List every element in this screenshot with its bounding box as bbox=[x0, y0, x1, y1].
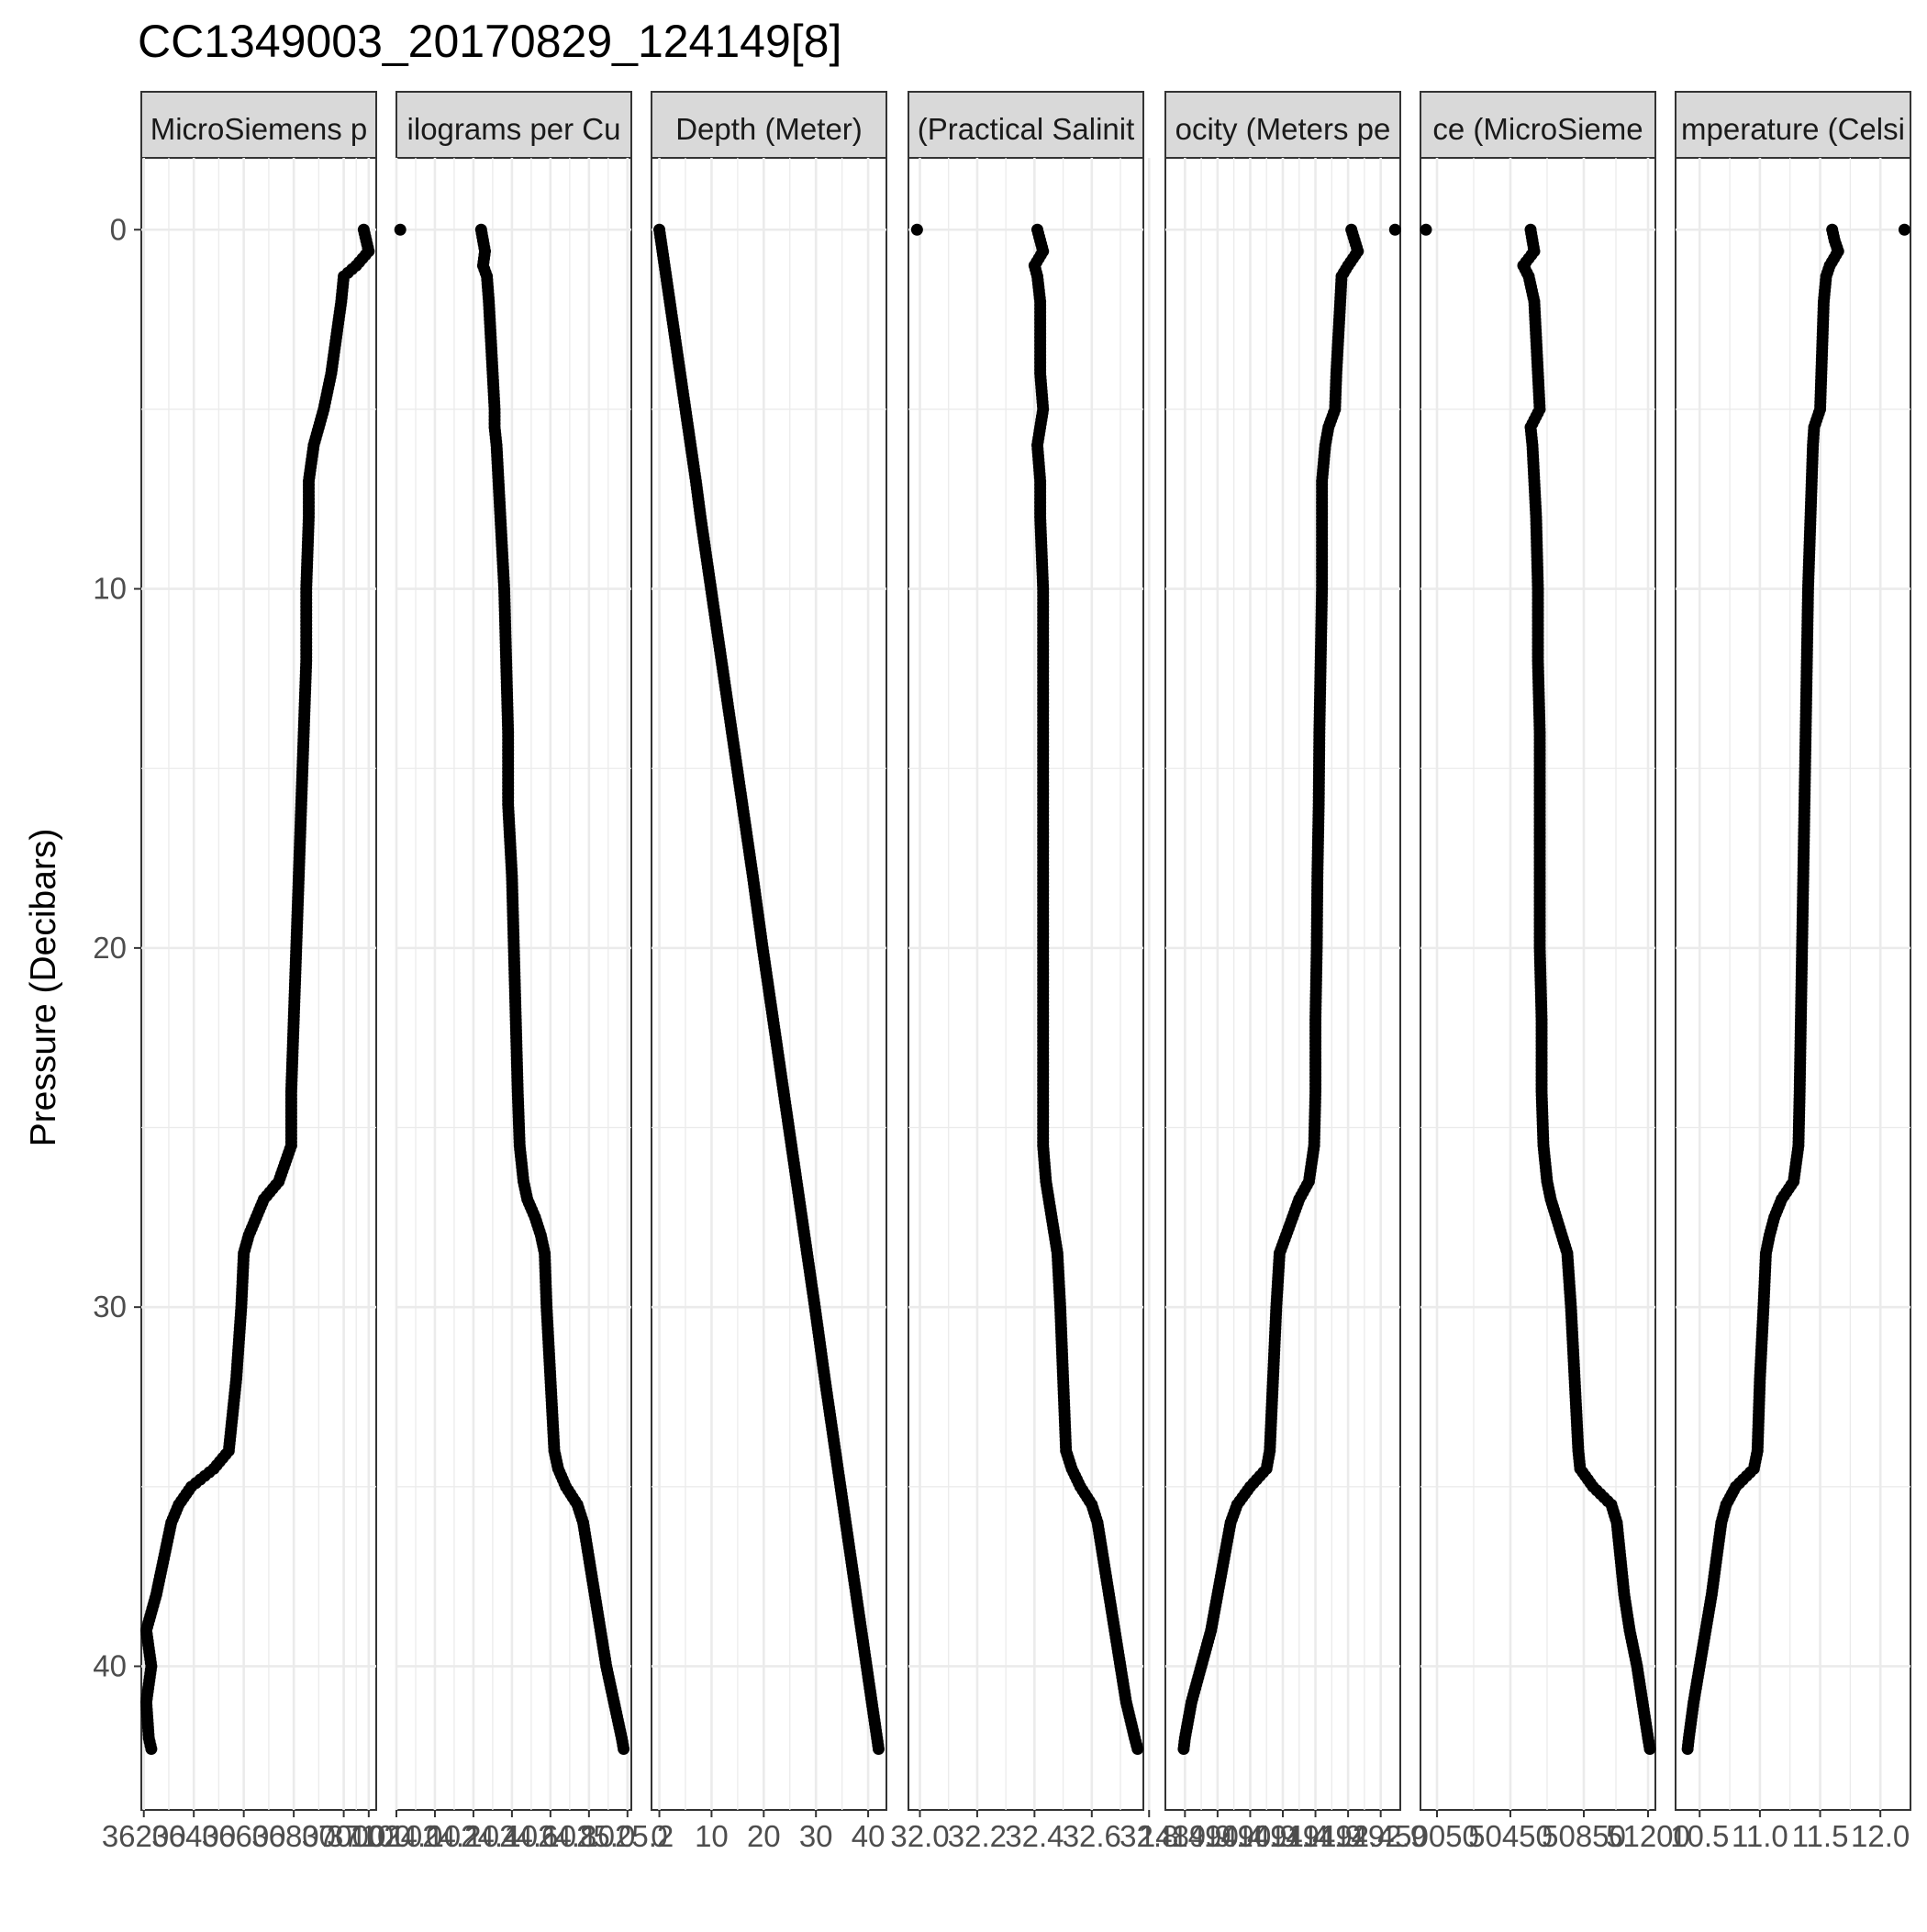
facet-strip bbox=[1675, 91, 1911, 159]
facet-strip bbox=[140, 91, 377, 159]
facet-strip-label: mperature (Celsi bbox=[1681, 112, 1905, 146]
x-tick-label: 36400 bbox=[151, 1819, 236, 1853]
x-tick-label: 30 bbox=[799, 1819, 833, 1853]
facet-strip-label: ocity (Meters pe bbox=[1175, 112, 1391, 146]
x-tick-label: 1491.4 bbox=[1237, 1819, 1330, 1853]
data-series bbox=[139, 223, 375, 1755]
facet-strip bbox=[1164, 91, 1401, 159]
data-point bbox=[145, 1742, 158, 1755]
facet-panels: MicroSiemens p36200364003660036800370003… bbox=[102, 91, 1911, 1853]
data-series bbox=[1028, 223, 1144, 1755]
data-point bbox=[1131, 1742, 1144, 1755]
y-axis-ticks: 0 10 20 30 40 bbox=[93, 212, 141, 1682]
x-tick-label: 50450 bbox=[1468, 1819, 1553, 1853]
x-tick-label: 1492.4 bbox=[1302, 1819, 1395, 1853]
facet-panel: mperature (Celsi 10.5 11.0 11.5 12.0 bbox=[1670, 91, 1911, 1853]
outlier-point bbox=[1420, 223, 1432, 236]
x-tick-label: 12.0 bbox=[1851, 1819, 1910, 1853]
x-tick-label: 32.4 bbox=[1005, 1819, 1064, 1853]
facet-panel: MicroSiemens p 36200364003660036800370003… bbox=[102, 91, 411, 1853]
x-tick-label: 40 bbox=[852, 1819, 886, 1853]
data-point bbox=[1681, 1742, 1694, 1755]
x-tick-label: 32.6 bbox=[1063, 1819, 1121, 1853]
x-tick-label: 51200 bbox=[1606, 1819, 1690, 1853]
y-tick-label: 30 bbox=[93, 1290, 127, 1323]
x-tick-label: 1490.4 bbox=[1171, 1819, 1264, 1853]
facet-strip bbox=[651, 91, 887, 159]
facet-panel: ilograms per Cu1024.01024.21024.41024.61… bbox=[351, 91, 674, 1853]
outlier-point bbox=[910, 223, 923, 236]
x-tick-label: 1024.6 bbox=[465, 1819, 558, 1853]
facet-strip-label: (Practical Salinit bbox=[918, 112, 1135, 146]
facet-strip bbox=[1420, 91, 1656, 159]
facet-panel: Depth (Meter) 0 10 20 30 40 bbox=[651, 91, 887, 1853]
x-tick-label: 20 bbox=[747, 1819, 781, 1853]
x-tick-label: 50850 bbox=[1542, 1819, 1626, 1853]
x-tick-label: 11.0 bbox=[1732, 1819, 1788, 1853]
x-tick-label: 1491.9 bbox=[1269, 1819, 1362, 1853]
x-tick-label: 50050 bbox=[1395, 1819, 1479, 1853]
data-series bbox=[1177, 223, 1364, 1755]
outlier-point bbox=[1388, 223, 1401, 236]
x-tick-label: 37000 bbox=[302, 1819, 386, 1853]
x-tick-label: 0 bbox=[651, 1819, 667, 1853]
x-tick-label: 1025.2 bbox=[581, 1819, 674, 1853]
facet-strip-label: MicroSiemens p bbox=[150, 112, 368, 146]
x-tick-label: 10.5 bbox=[1670, 1819, 1729, 1853]
data-point bbox=[1177, 1742, 1190, 1755]
facet-strip-label: ilograms per Cu bbox=[407, 112, 621, 146]
x-tick-label: 32.8 bbox=[1119, 1819, 1178, 1853]
x-tick-label: 36800 bbox=[251, 1819, 336, 1853]
x-tick-label: 32.0 bbox=[890, 1819, 949, 1853]
data-series bbox=[1681, 223, 1844, 1755]
outlier-point bbox=[394, 223, 407, 236]
x-tick-label: 1492.9 bbox=[1334, 1819, 1427, 1853]
data-series bbox=[474, 223, 630, 1755]
data-series bbox=[1517, 223, 1656, 1755]
facet-strip bbox=[908, 91, 1144, 159]
x-tick-label: 1024.0 bbox=[351, 1819, 443, 1853]
y-axis-label: Pressure (Decibars) bbox=[24, 829, 63, 1147]
data-point bbox=[1643, 1742, 1656, 1755]
y-tick-label: 0 bbox=[110, 212, 127, 246]
data-series bbox=[653, 223, 885, 1755]
x-tick-label: 37100 bbox=[327, 1819, 411, 1853]
x-tick-label: 1024.2 bbox=[388, 1819, 481, 1853]
facet-panel: (Practical Salinit 32.032.232.432.632.8 bbox=[890, 91, 1178, 1853]
x-tick-label: 36600 bbox=[202, 1819, 286, 1853]
outlier-point bbox=[1898, 223, 1910, 236]
chart-title: CC1349003_20170829_124149[8] bbox=[138, 16, 841, 67]
x-tick-label: 11.5 bbox=[1792, 1819, 1849, 1853]
x-tick-label: 1024.8 bbox=[504, 1819, 596, 1853]
facet-strip-label: Depth (Meter) bbox=[675, 112, 863, 146]
y-tick-label: 20 bbox=[93, 931, 127, 965]
x-tick-label: 32.2 bbox=[948, 1819, 1007, 1853]
x-tick-label: 36200 bbox=[102, 1819, 186, 1853]
y-tick-label: 10 bbox=[93, 572, 127, 606]
y-tick-label: 40 bbox=[93, 1648, 127, 1682]
facet-strip bbox=[395, 91, 632, 159]
facet-strip-label: ce (MicroSieme bbox=[1432, 112, 1643, 146]
x-tick-label: 1024.4 bbox=[427, 1819, 519, 1853]
x-tick-label: 1489.9 bbox=[1139, 1819, 1231, 1853]
data-point bbox=[872, 1742, 885, 1755]
x-tick-label: 1490.9 bbox=[1204, 1819, 1297, 1853]
x-tick-label: 1025.0 bbox=[542, 1819, 635, 1853]
x-tick-label: 10 bbox=[695, 1819, 729, 1853]
data-point bbox=[618, 1742, 630, 1755]
facet-panel: ocity (Meters pe 1489.91490.41490.91491.4… bbox=[1139, 91, 1427, 1853]
panel-background bbox=[140, 157, 377, 1811]
